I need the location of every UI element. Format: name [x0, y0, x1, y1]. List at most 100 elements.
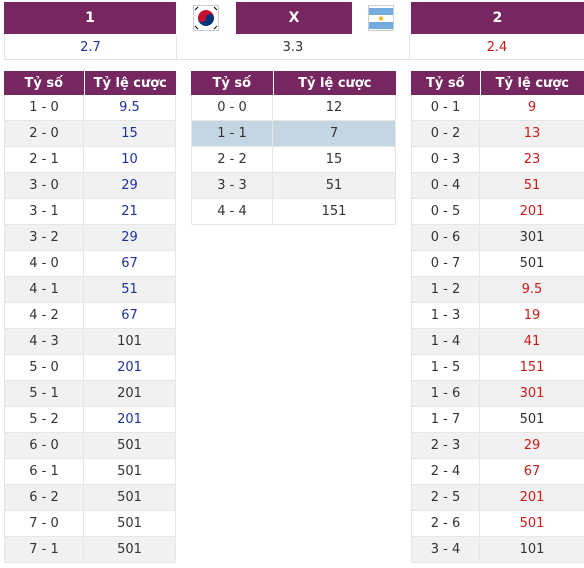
table-row[interactable]: 7 - 0 501	[4, 511, 176, 537]
table-row[interactable]: 1 - 5 151	[411, 355, 584, 381]
odds-cell[interactable]: 10	[84, 147, 176, 172]
odds-cell[interactable]: 301	[519, 230, 545, 245]
odds-cell[interactable]: 501	[84, 459, 176, 484]
table-row[interactable]: 0 - 7 501	[411, 251, 584, 277]
table-row[interactable]: 3 - 1 21	[4, 199, 176, 225]
table-row[interactable]: 3 - 2 29	[4, 225, 176, 251]
table-row[interactable]: 0 - 4 51	[411, 173, 584, 199]
odds-cell[interactable]: 67	[84, 251, 176, 276]
table-row[interactable]: 0 - 6 301	[411, 225, 584, 251]
score-cell: 7 - 1	[4, 537, 84, 562]
odds-cell[interactable]: 15	[84, 121, 176, 146]
odds-cell[interactable]: 301	[519, 386, 545, 401]
table-row[interactable]: 2 - 1 10	[4, 147, 176, 173]
odds-cell[interactable]: 29	[84, 173, 176, 198]
home-odds[interactable]: 2.7	[4, 35, 177, 60]
table-row[interactable]: 1 - 3 19	[411, 303, 584, 329]
table-row[interactable]: 5 - 2 201	[4, 407, 176, 433]
table-row[interactable]: 0 - 5 201	[411, 199, 584, 225]
table-row[interactable]: 3 - 4 101	[411, 537, 584, 563]
table-header: Tỷ số Tỷ lệ cược	[411, 71, 584, 95]
table-row[interactable]: 1 - 4 41	[411, 329, 584, 355]
table-row[interactable]: 7 - 1 501	[4, 537, 176, 563]
odds-cell[interactable]: 501	[84, 433, 176, 458]
table-row[interactable]: 6 - 0 501	[4, 433, 176, 459]
score-cell: 3 - 2	[4, 225, 84, 250]
odds-cell[interactable]: 19	[523, 308, 541, 323]
score-cell: 0 - 5	[411, 199, 480, 224]
table-row[interactable]: 1 - 0 9.5	[4, 95, 176, 121]
table-row[interactable]: 5 - 0 201	[4, 355, 176, 381]
home-label: 1	[85, 10, 95, 26]
table-row[interactable]: 2 - 3 29	[411, 433, 584, 459]
odds-cell[interactable]: 501	[84, 485, 176, 510]
table-row[interactable]: 4 - 4 151	[191, 199, 396, 225]
odds-cell[interactable]: 15	[273, 147, 396, 172]
table-row[interactable]: 0 - 2 13	[411, 121, 584, 147]
table-row[interactable]: 2 - 6 501	[411, 511, 584, 537]
odds-cell[interactable]: 51	[273, 173, 396, 198]
odds-cell[interactable]: 9	[527, 100, 537, 115]
score-cell: 1 - 1	[191, 121, 273, 146]
odds-cell[interactable]: 501	[519, 412, 545, 427]
table-row[interactable]: 0 - 3 23	[411, 147, 584, 173]
odds-cell[interactable]: 67	[523, 464, 541, 479]
table-row[interactable]: 4 - 3 101	[4, 329, 176, 355]
odds-cell[interactable]: 101	[519, 542, 545, 557]
odds-cell[interactable]: 29	[523, 438, 541, 453]
table-row[interactable]: 2 - 2 15	[191, 147, 396, 173]
table-row[interactable]: 4 - 1 51	[4, 277, 176, 303]
odds-cell[interactable]: 501	[519, 516, 545, 531]
odds-cell[interactable]: 101	[84, 329, 176, 354]
odds-cell[interactable]: 29	[84, 225, 176, 250]
odds-cell[interactable]: 151	[519, 360, 545, 375]
table-row[interactable]: 4 - 0 67	[4, 251, 176, 277]
table-row[interactable]: 3 - 3 51	[191, 173, 396, 199]
table-row[interactable]: 0 - 0 12	[191, 95, 396, 121]
odds-cell[interactable]: 41	[523, 334, 541, 349]
odds-cell[interactable]: 201	[84, 407, 176, 432]
odds-cell[interactable]: 501	[84, 511, 176, 536]
odds-cell[interactable]: 201	[84, 355, 176, 380]
table-row[interactable]: 3 - 0 29	[4, 173, 176, 199]
draw-odds[interactable]: 3.3	[177, 35, 410, 60]
table-header: Tỷ số Tỷ lệ cược	[191, 71, 396, 95]
away-label: 2	[492, 10, 503, 26]
score-cell: 1 - 4	[411, 329, 480, 354]
table-row[interactable]: 6 - 2 501	[4, 485, 176, 511]
odds-cell[interactable]: 501	[84, 537, 176, 562]
odds-cell[interactable]: 9.5	[84, 95, 176, 120]
odds-cell[interactable]: 9.5	[521, 282, 543, 297]
odds-cell[interactable]: 12	[273, 95, 396, 120]
table-row[interactable]: 4 - 2 67	[4, 303, 176, 329]
odds-cell[interactable]: 51	[84, 277, 176, 302]
odds-cell[interactable]: 201	[519, 490, 545, 505]
table-row[interactable]: 0 - 1 9	[411, 95, 584, 121]
score-cell: 0 - 1	[411, 95, 480, 120]
score-cell: 1 - 2	[411, 277, 480, 302]
table-row[interactable]: 2 - 4 67	[411, 459, 584, 485]
score-cell: 2 - 6	[411, 511, 480, 536]
odds-cell[interactable]: 201	[519, 204, 545, 219]
odds-cell[interactable]: 23	[523, 152, 541, 167]
score-column-header: Tỷ số	[411, 71, 481, 95]
table-row[interactable]: 6 - 1 501	[4, 459, 176, 485]
odds-cell[interactable]: 201	[84, 381, 176, 406]
odds-cell[interactable]: 501	[519, 256, 545, 271]
odds-cell[interactable]: 21	[84, 199, 176, 224]
away-odds[interactable]: 2.4	[410, 35, 584, 60]
table-row[interactable]: 1 - 7 501	[411, 407, 584, 433]
odds-cell[interactable]: 7	[273, 121, 396, 146]
odds-cell[interactable]: 51	[523, 178, 541, 193]
table-row[interactable]: 1 - 6 301	[411, 381, 584, 407]
table-row[interactable]: 2 - 0 15	[4, 121, 176, 147]
odds-cell[interactable]: 13	[523, 126, 541, 141]
score-cell: 4 - 1	[4, 277, 84, 302]
odds-cell[interactable]: 151	[273, 199, 396, 224]
odds-cell[interactable]: 67	[84, 303, 176, 328]
table-row[interactable]: 1 - 2 9.5	[411, 277, 584, 303]
table-row[interactable]: 5 - 1 201	[4, 381, 176, 407]
table-row[interactable]: 2 - 5 201	[411, 485, 584, 511]
